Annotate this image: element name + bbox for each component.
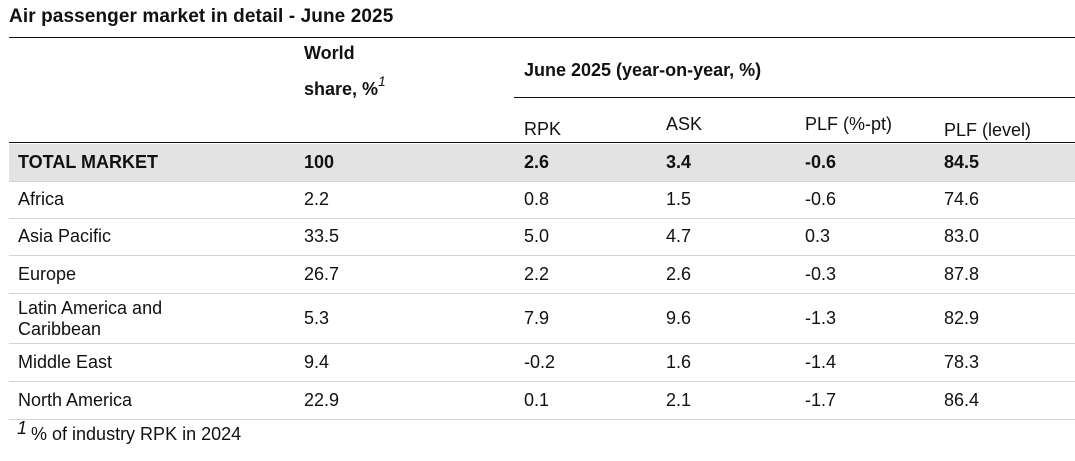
- world-share-header: World share, %1: [304, 41, 386, 101]
- cell-rpk: -0.2: [524, 352, 556, 372]
- table-row: Africa 2.2 0.8 1.5 -0.6 74.6: [9, 181, 1075, 218]
- footnote: 1% of industry RPK in 2024: [17, 418, 242, 445]
- table-row: Europe 26.7 2.2 2.6 -0.3 87.8: [9, 256, 1075, 293]
- cell-share: 33.5: [304, 226, 340, 246]
- row-divider: [9, 255, 1075, 256]
- cell-region: Middle East: [18, 352, 113, 372]
- header-bottom-rule: [9, 142, 1075, 143]
- world-share-header-line2: share, %: [304, 79, 379, 99]
- cell-share: 2.2: [304, 189, 330, 209]
- row-divider: [9, 218, 1075, 219]
- cell-plf-level: 82.9: [944, 308, 980, 328]
- cell-region: Africa: [18, 189, 65, 209]
- cell-ask: 2.1: [666, 390, 692, 410]
- cell-plf-level: 78.3: [944, 352, 980, 372]
- footnote-text: % of industry RPK in 2024: [31, 424, 242, 444]
- cell-rpk: 0.1: [524, 390, 550, 410]
- cell-region: North America: [18, 390, 133, 410]
- cell-plf-pt: -1.4: [805, 352, 837, 372]
- row-divider: [9, 293, 1075, 294]
- cell-ask: 9.6: [666, 308, 692, 328]
- column-header-plf-pt: PLF (%-pt): [805, 114, 893, 134]
- period-group-header: June 2025 (year-on-year, %): [524, 60, 762, 80]
- cell-share: 9.4: [304, 352, 330, 372]
- cell-region: Latin America and Caribbean: [18, 297, 163, 339]
- cell-ask: 4.7: [666, 226, 692, 246]
- cell-rpk: 2.6: [524, 152, 550, 172]
- table-row-total: TOTAL MARKET 100 2.6 3.4 -0.6 84.5: [9, 144, 1075, 181]
- table-title: Air passenger market in detail - June 20…: [9, 6, 394, 27]
- footnote-marker: 1: [378, 73, 386, 89]
- cell-ask: 1.6: [666, 352, 692, 372]
- cell-plf-level: 87.8: [944, 264, 980, 284]
- cell-plf-level: 83.0: [944, 226, 980, 246]
- cell-ask: 2.6: [666, 264, 692, 284]
- cell-plf-pt: -1.3: [805, 308, 837, 328]
- column-header-rpk: RPK: [524, 119, 562, 139]
- group-rule: [514, 97, 1075, 98]
- cell-plf-level: 74.6: [944, 189, 980, 209]
- cell-share: 22.9: [304, 390, 340, 410]
- row-divider: [9, 343, 1075, 344]
- cell-rpk: 0.8: [524, 189, 550, 209]
- world-share-header-line1: World: [304, 43, 355, 63]
- cell-plf-pt: -0.3: [805, 264, 837, 284]
- top-rule: [9, 37, 1075, 38]
- cell-plf-level: 84.5: [944, 152, 980, 172]
- column-header-plf-level: PLF (level): [944, 120, 1032, 140]
- cell-region: Asia Pacific: [18, 226, 112, 246]
- cell-region: TOTAL MARKET: [18, 152, 158, 172]
- cell-plf-pt: 0.3: [805, 226, 831, 246]
- cell-ask: 3.4: [666, 152, 692, 172]
- footnote-mark: 1: [17, 418, 28, 438]
- cell-region: Europe: [18, 264, 77, 284]
- row-divider: [9, 381, 1075, 382]
- cell-rpk: 2.2: [524, 264, 550, 284]
- table-row: North America 22.9 0.1 2.1 -1.7 86.4: [9, 382, 1075, 419]
- table-row: Middle East 9.4 -0.2 1.6 -1.4 78.3: [9, 344, 1075, 381]
- cell-share: 26.7: [304, 264, 340, 284]
- cell-rpk: 7.9: [524, 308, 550, 328]
- cell-rpk: 5.0: [524, 226, 550, 246]
- cell-plf-pt: -1.7: [805, 390, 837, 410]
- cell-plf-level: 86.4: [944, 390, 980, 410]
- cell-share: 100: [304, 152, 335, 172]
- cell-plf-pt: -0.6: [805, 152, 837, 172]
- column-header-ask: ASK: [666, 114, 703, 134]
- cell-plf-pt: -0.6: [805, 189, 837, 209]
- cell-ask: 1.5: [666, 189, 692, 209]
- table-row: Asia Pacific 33.5 5.0 4.7 0.3 83.0: [9, 218, 1075, 255]
- row-divider: [9, 181, 1075, 182]
- row-divider: [9, 419, 1075, 420]
- table-row: Latin America and Caribbean 5.3 7.9 9.6 -1.3…: [9, 294, 1075, 343]
- cell-share: 5.3: [304, 308, 330, 328]
